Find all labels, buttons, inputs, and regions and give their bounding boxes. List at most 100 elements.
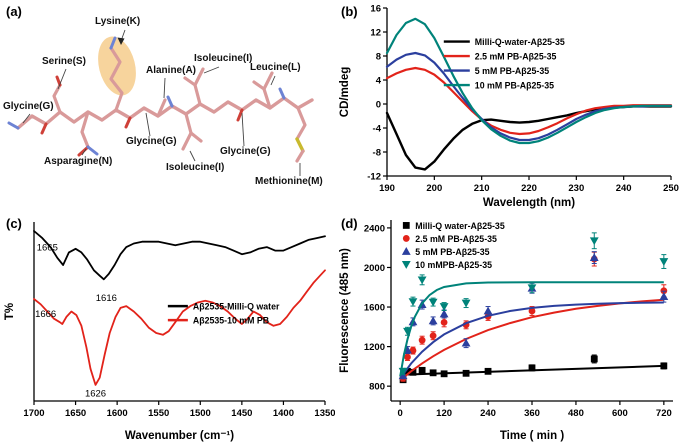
- annotation: 1666: [35, 309, 56, 320]
- residue-label-leucine: Leucine(L): [250, 62, 301, 73]
- legend-label: Milli-Q water-Aβ25-35: [415, 221, 505, 231]
- fit-line: [399, 301, 664, 379]
- y-tick-label: -12: [367, 172, 381, 183]
- data-point: [589, 237, 599, 246]
- x-tick-label: 1400: [273, 408, 294, 419]
- data-point: [429, 369, 437, 377]
- residue-label-glycine-1: Glycine(G): [3, 101, 54, 112]
- x-tick-label: 360: [524, 408, 540, 419]
- x-tick-label: 120: [436, 408, 452, 419]
- data-point: [418, 336, 426, 344]
- panel-a-label: (a): [6, 4, 22, 19]
- fit-line: [399, 281, 664, 377]
- x-tick-label: 240: [616, 183, 632, 194]
- x-tick-label: 220: [521, 183, 537, 194]
- molecule-sticks: [7, 36, 314, 163]
- residue-label-glycine-3: Glycine(G): [220, 146, 271, 157]
- y-tick-label: 1200: [364, 342, 385, 353]
- fluorescence-kinetics-chart: 0 120 240 360 480 600 720 800 1200 1600 2000 2400 Ti…: [339, 220, 673, 442]
- panel-c: (c) 1700 1650 1600 1550 1500 1450 1400 1350 Wave…: [0, 212, 335, 445]
- data-point: [461, 299, 471, 308]
- y-tick-label: 2000: [364, 263, 385, 274]
- y-axis-title: T%: [4, 303, 16, 320]
- residue-label-isoleucine-1: Isoleucine(I): [194, 53, 253, 64]
- x-tick-label: 1450: [231, 408, 252, 419]
- data-point: [402, 222, 410, 229]
- annotation: 1616: [96, 293, 117, 304]
- data-point: [404, 353, 411, 361]
- data-point: [440, 318, 448, 326]
- data-point: [409, 347, 417, 354]
- legend-label: Aβ2535-Milli-Q water: [193, 302, 280, 312]
- series-line: [385, 17, 673, 145]
- residue-label-isoleucine-2: Isoleucine(I): [166, 162, 225, 173]
- x-tick-label: 240: [480, 408, 496, 419]
- y-tick-label: 16: [370, 4, 381, 15]
- panel-b: (b) 190 200 210 220 230 240 250 -12 -8 -4 0 4 8 12 16 W…: [335, 0, 685, 212]
- x-tick-label: 480: [568, 408, 584, 419]
- panel-b-label: (b): [341, 4, 358, 19]
- legend-label: 10 mMPB-Aβ25-35: [415, 260, 492, 270]
- residue-label-serine: Serine(S): [42, 56, 86, 67]
- x-tick-label: 230: [568, 183, 584, 194]
- data-point: [659, 292, 669, 301]
- x-axis-title: Wavelength (nm): [483, 197, 575, 209]
- legend-label: Aβ2535-10 mM PB: [193, 316, 269, 326]
- x-tick-label: 1600: [107, 408, 128, 419]
- annotation: 1665: [37, 243, 58, 254]
- data-point: [590, 355, 598, 363]
- x-axis-title: Time ( min ): [500, 430, 564, 442]
- data-point: [462, 369, 470, 377]
- x-tick-label: 720: [656, 408, 672, 419]
- residue-label-methionine: Methionine(M): [255, 176, 323, 187]
- data-point: [528, 364, 536, 372]
- data-point: [398, 367, 408, 376]
- residue-label-asparagine: Asparagine(N): [44, 156, 113, 167]
- y-tick-label: 12: [370, 28, 381, 39]
- data-point: [409, 368, 417, 376]
- data-point: [439, 309, 449, 318]
- x-tick-label: 1500: [190, 408, 211, 419]
- panel-c-label: (c): [6, 216, 22, 231]
- x-tick-label: 1700: [23, 408, 44, 419]
- residue-label-glycine-2: Glycine(G): [126, 136, 177, 147]
- y-tick-label: 800: [369, 382, 385, 393]
- data-point: [404, 367, 411, 375]
- data-point: [408, 298, 418, 306]
- peptide-structure: [7, 29, 314, 176]
- annotation: 1626: [85, 389, 106, 400]
- x-tick-label: 1650: [65, 408, 86, 419]
- data-point: [483, 306, 493, 315]
- x-tick-label: 210: [474, 183, 490, 194]
- x-axis-title: Wavenumber (cm⁻¹): [125, 430, 234, 442]
- lysine-arrowhead: [117, 37, 125, 45]
- data-point: [418, 366, 426, 374]
- data-point: [484, 367, 492, 375]
- panel-a: (a): [0, 0, 335, 212]
- y-tick-label: 2400: [364, 223, 385, 234]
- series-line: [33, 230, 326, 281]
- y-axis-title: CD/mdeg: [339, 67, 351, 117]
- residue-label-alanine: Alanine(A): [146, 65, 196, 76]
- y-tick-label: 4: [376, 76, 382, 87]
- data-point: [429, 332, 437, 340]
- y-tick-label: -8: [373, 148, 381, 159]
- data-point: [659, 258, 669, 266]
- legend-label: 2.5 mM PB-Aβ25-35: [475, 52, 557, 62]
- series-line: [33, 269, 326, 386]
- data-point: [589, 253, 599, 261]
- x-tick-label: 0: [398, 408, 403, 419]
- legend-label: 2.5 mM PB-Aβ25-35: [415, 234, 497, 244]
- x-tick-label: 1550: [148, 408, 169, 419]
- data-point: [428, 316, 438, 325]
- y-tick-label: -4: [373, 124, 382, 135]
- y-tick-label: 1600: [364, 303, 385, 314]
- data-point: [428, 298, 438, 307]
- data-point: [528, 307, 536, 315]
- data-point: [417, 276, 427, 285]
- data-point: [461, 338, 471, 347]
- x-tick-label: 250: [663, 183, 679, 194]
- y-tick-label: 8: [376, 52, 381, 63]
- cd-spectra-chart: 190 200 210 220 230 240 250 -12 -8 -4 0 4 8 12 16 Wavel…: [339, 4, 679, 210]
- panel-d: (d) 0 120 240 360 480 600 720 800 1200 1600 2000 24…: [335, 212, 685, 445]
